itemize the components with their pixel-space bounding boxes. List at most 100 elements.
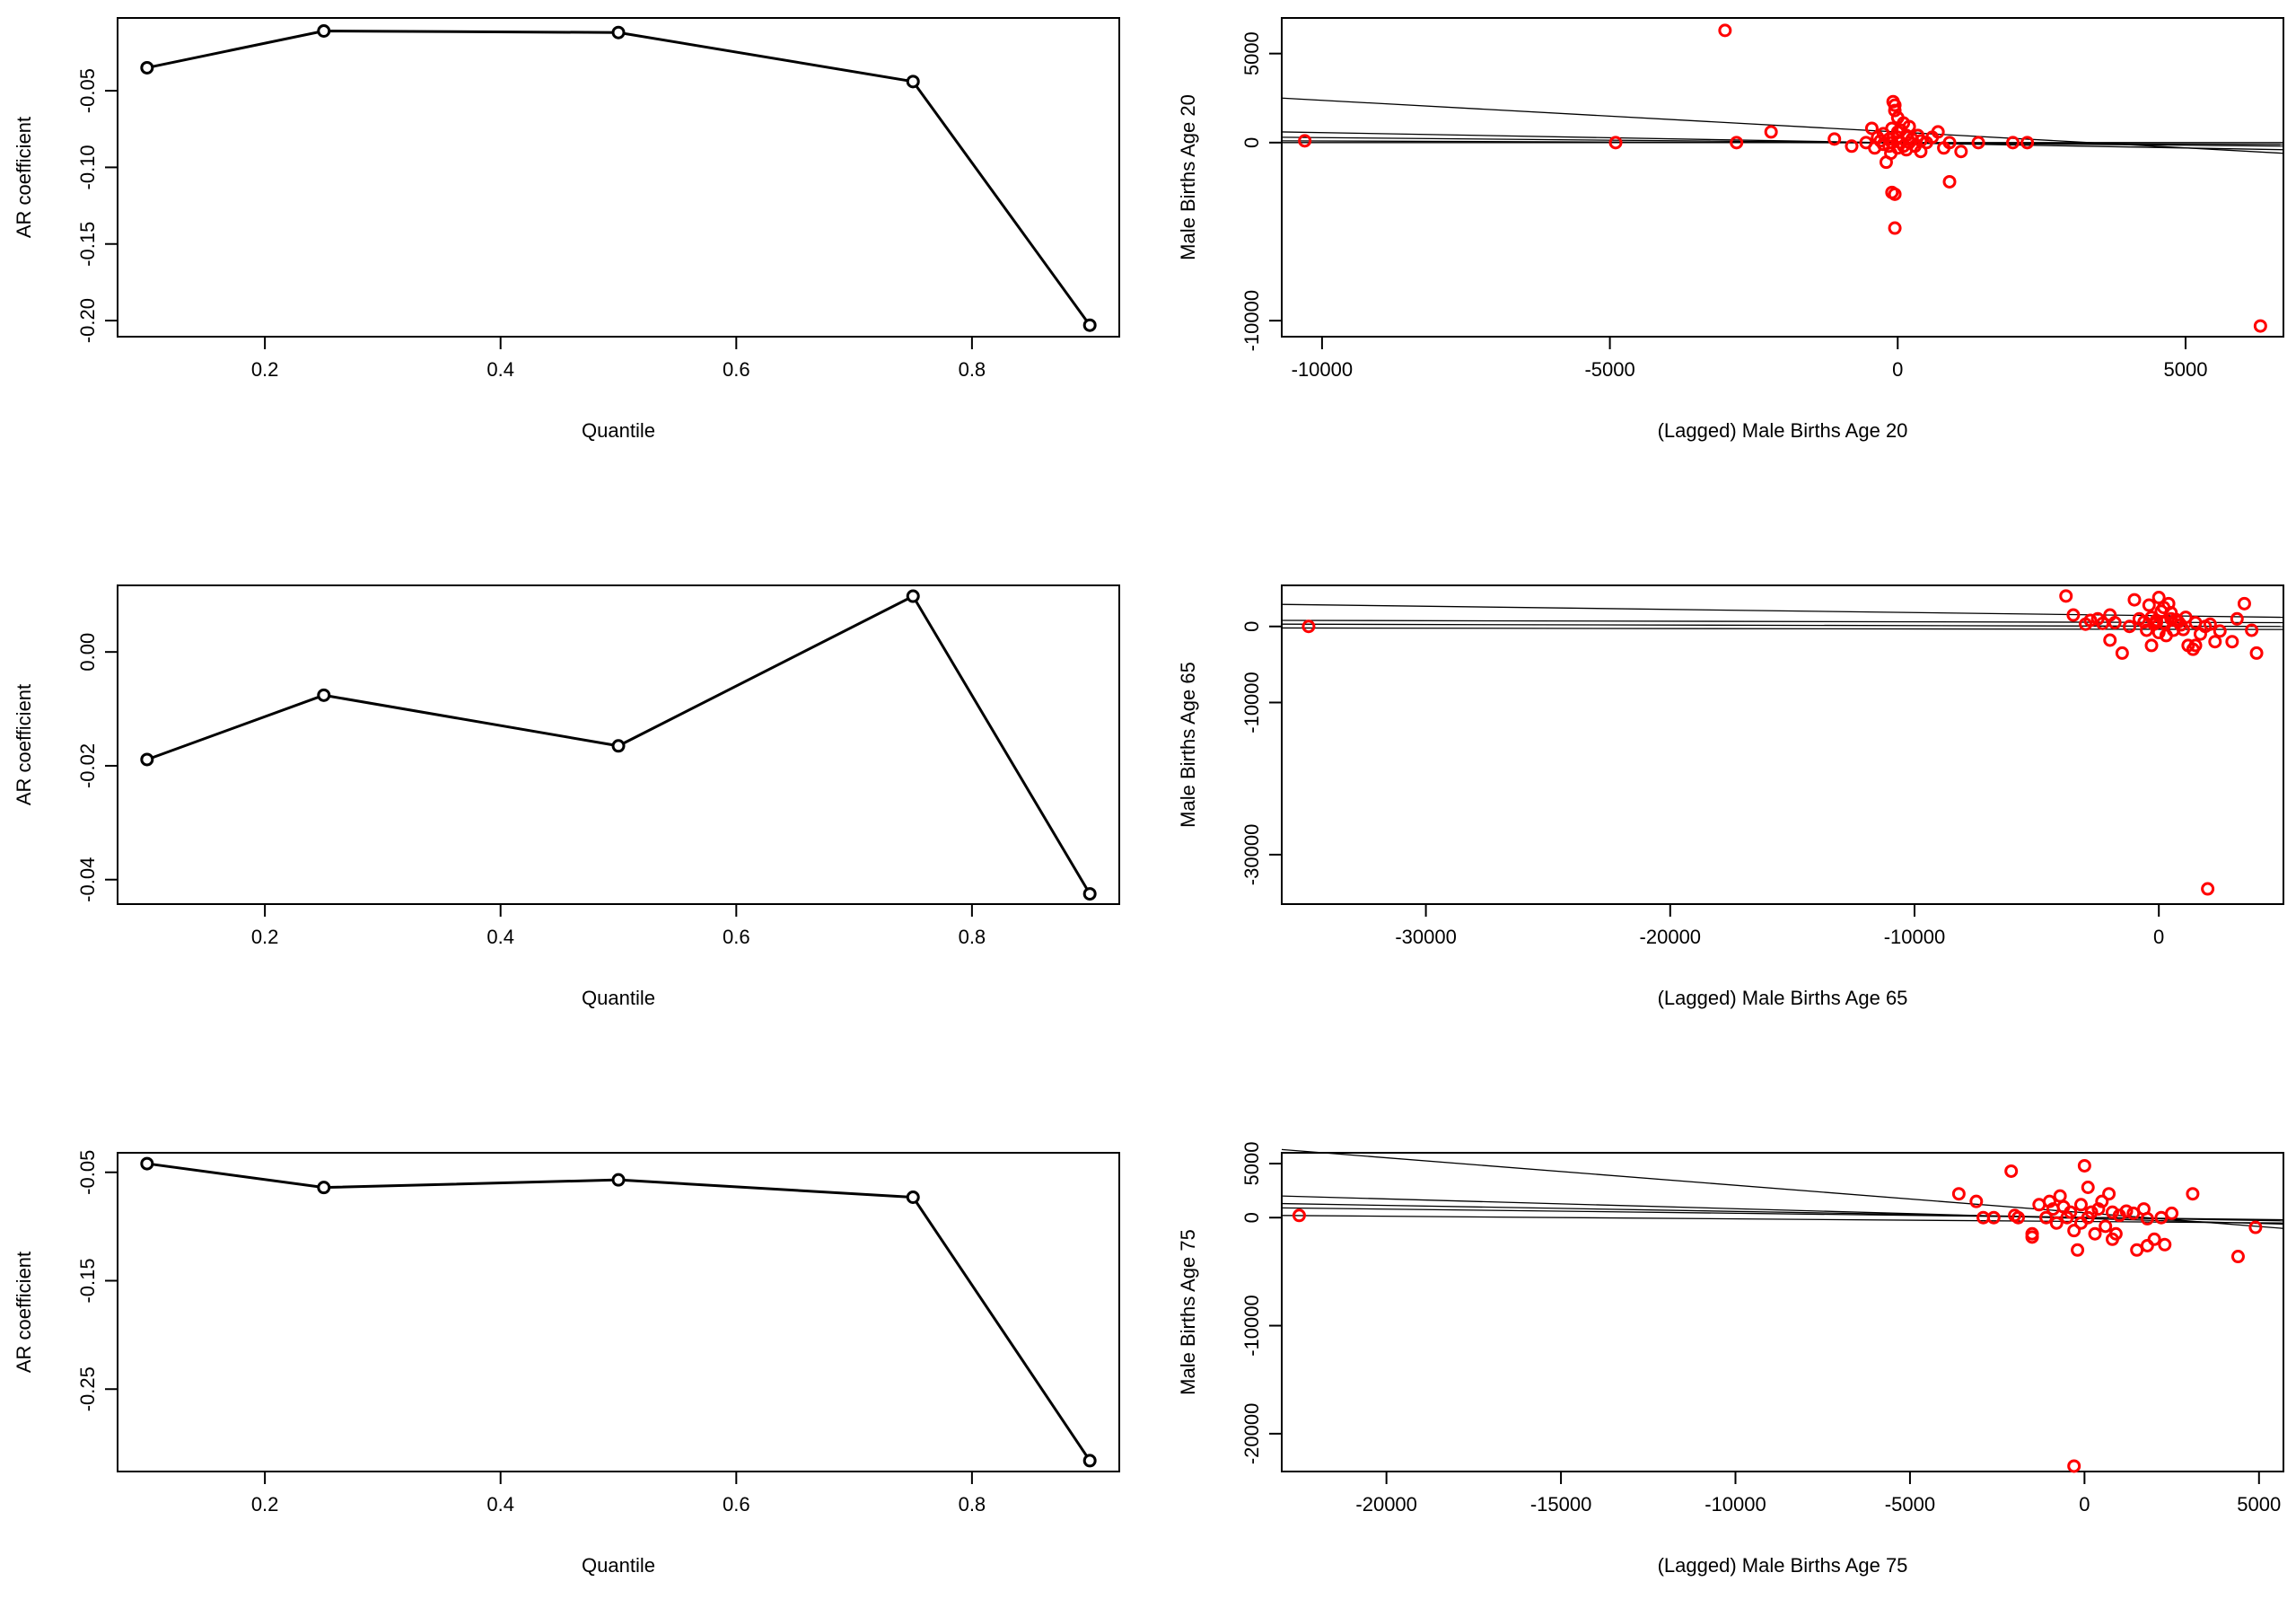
y-tick-label: -0.15 <box>76 1258 99 1303</box>
y-tick-label: -10000 <box>1240 1295 1263 1357</box>
y-tick-label: 0 <box>1240 1212 1263 1223</box>
data-point <box>2108 1226 2123 1241</box>
data-point <box>317 688 331 702</box>
x-axis-title: (Lagged) Male Births Age 20 <box>1658 419 1908 442</box>
data-point <box>1718 23 1732 38</box>
data-point <box>1730 136 1744 150</box>
data-point <box>2147 1232 2161 1246</box>
data-point <box>611 25 626 40</box>
data-point <box>2142 598 2156 612</box>
x-tick-label: 0.6 <box>723 1493 750 1516</box>
data-point <box>2099 1219 2113 1234</box>
data-point <box>2077 1158 2091 1173</box>
data-point <box>2230 1250 2245 1264</box>
data-point <box>2096 616 2110 630</box>
data-point <box>2237 596 2251 611</box>
data-point <box>2073 1216 2088 1230</box>
data-point <box>2049 1216 2064 1230</box>
data-point <box>1986 1210 2001 1225</box>
data-point <box>2149 616 2163 630</box>
data-marks <box>1292 1158 2263 1473</box>
plot-frame <box>117 17 1120 338</box>
y-tick-label: -0.02 <box>76 743 99 788</box>
x-tick-label: 0.2 <box>251 358 279 381</box>
data-point <box>2025 1230 2039 1244</box>
data-point <box>1608 136 1623 150</box>
panel-ar-coefficient-age-75: 0.2 0.4 0.6 0.8 -0.05 -0.15 -0.25 Quantile AR … <box>13 1150 1120 1577</box>
data-point <box>2203 617 2217 631</box>
fit-line <box>1281 627 2284 630</box>
x-tick-label: 0.6 <box>723 358 750 381</box>
x-tick-label: -20000 <box>1640 926 1702 948</box>
y-tick-label: 0 <box>1240 621 1263 632</box>
x-axis-title: Quantile <box>582 419 655 442</box>
data-point <box>1298 134 1312 148</box>
data-point <box>140 60 154 75</box>
x-tick-label: -10000 <box>1884 926 1946 948</box>
data-point <box>2165 1206 2179 1220</box>
y-axis-title: AR coefficient <box>13 1252 35 1373</box>
data-point <box>2102 1187 2116 1201</box>
y-tick-label: 5000 <box>1240 1142 1263 1186</box>
y-tick-label: -30000 <box>1240 824 1263 886</box>
data-point <box>906 589 920 603</box>
data-marks <box>1301 589 2264 896</box>
y-axis-title: AR coefficient <box>13 684 35 805</box>
panel-scatter-age-20: -10000 -5000 0 5000 -10000 0 5000 (Lagged) Mal… <box>1177 17 2284 442</box>
x-tick-label: 0.6 <box>723 926 750 948</box>
data-point <box>2020 136 2035 150</box>
data-point <box>906 75 920 89</box>
data-point <box>2103 633 2117 647</box>
data-point <box>1827 132 1842 146</box>
data-point <box>2115 646 2129 660</box>
plot-frame <box>1281 1152 2284 1472</box>
fit-line <box>1281 623 2284 628</box>
data-point <box>1888 187 1902 201</box>
data-point <box>140 752 154 767</box>
y-tick-label: -0.20 <box>76 298 99 343</box>
data-point <box>2230 611 2244 626</box>
fit-lines <box>1281 603 2284 630</box>
data-point <box>2123 619 2137 634</box>
data-marks <box>140 589 1097 901</box>
x-axis-title: Quantile <box>582 1554 655 1577</box>
data-point <box>2095 1194 2109 1208</box>
data-point <box>1954 145 1968 159</box>
data-point <box>1969 1194 1984 1208</box>
data-point <box>2084 1205 2099 1219</box>
x-axis-title: Quantile <box>582 987 655 1009</box>
data-point <box>2127 593 2142 607</box>
data-point <box>2006 136 2020 150</box>
x-tick-label: 0.4 <box>486 1493 514 1516</box>
data-point <box>2067 1224 2081 1238</box>
y-tick-label: -0.05 <box>76 68 99 113</box>
data-point <box>1864 121 1879 136</box>
data-point <box>1902 119 1916 134</box>
data-point <box>1888 221 1902 235</box>
x-tick-label: -10000 <box>1292 358 1354 381</box>
data-point <box>317 1181 331 1195</box>
x-tick-label: 0.2 <box>251 926 279 948</box>
fit-line <box>1281 1215 2284 1224</box>
data-point <box>2088 1226 2102 1241</box>
data-point <box>2071 1243 2085 1257</box>
axis-ticks: 0.2 0.4 0.6 0.8 -0.05 -0.10 -0.15 -0.20 <box>76 68 986 381</box>
x-tick-label: 0.4 <box>486 358 514 381</box>
data-point <box>2066 608 2081 622</box>
x-tick-label: 0.8 <box>959 1493 986 1516</box>
x-axis-title: (Lagged) Male Births Age 65 <box>1658 987 1908 1009</box>
data-point <box>2081 1181 2095 1195</box>
x-tick-label: -30000 <box>1395 926 1457 948</box>
x-tick-label: -15000 <box>1530 1493 1592 1516</box>
data-point <box>2186 1187 2200 1201</box>
y-tick-label: -0.10 <box>76 145 99 189</box>
data-point <box>1845 139 1859 154</box>
data-point <box>2158 1237 2172 1252</box>
x-tick-label: -5000 <box>1584 358 1634 381</box>
data-point <box>1888 103 1902 118</box>
data-point <box>611 739 626 753</box>
data-point <box>2245 623 2259 637</box>
data-point <box>2067 1459 2081 1473</box>
data-point <box>2119 1204 2134 1218</box>
fit-lines <box>1281 97 2284 154</box>
